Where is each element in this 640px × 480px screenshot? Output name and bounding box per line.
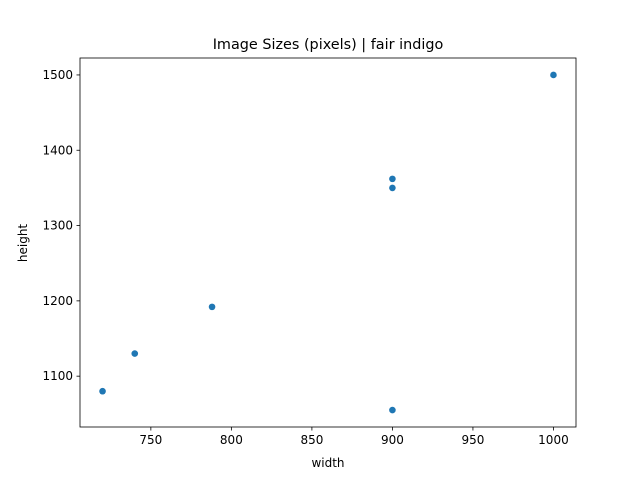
plot-area xyxy=(79,57,577,428)
x-tick-label: 900 xyxy=(381,433,404,447)
x-tick-label: 850 xyxy=(300,433,323,447)
y-axis-label: height xyxy=(16,224,30,263)
y-tick-label: 1300 xyxy=(42,219,73,233)
axes-frame xyxy=(79,57,577,428)
y-tick-label: 1200 xyxy=(42,294,73,308)
x-tick-label: 800 xyxy=(220,433,243,447)
x-tick-label: 950 xyxy=(461,433,484,447)
x-axis: 750 800 850 900 950 1000 xyxy=(139,427,569,447)
data-point xyxy=(131,350,139,357)
data-point xyxy=(550,71,557,79)
data-point xyxy=(389,406,396,414)
x-tick-label: 1000 xyxy=(538,433,569,447)
y-axis: 1100 1200 1300 1400 1500 xyxy=(42,68,80,383)
data-point xyxy=(99,387,106,395)
chart-title: Image Sizes (pixels) | fair indigo xyxy=(213,37,444,53)
x-axis-label: width xyxy=(311,456,344,470)
data-point xyxy=(389,184,396,192)
data-points xyxy=(99,71,557,414)
x-tick-label: 750 xyxy=(139,433,162,447)
y-tick-label: 1100 xyxy=(42,369,73,383)
y-tick-label: 1400 xyxy=(42,143,73,157)
y-tick-label: 1500 xyxy=(42,68,73,82)
data-point xyxy=(389,175,396,183)
data-point xyxy=(208,303,216,311)
